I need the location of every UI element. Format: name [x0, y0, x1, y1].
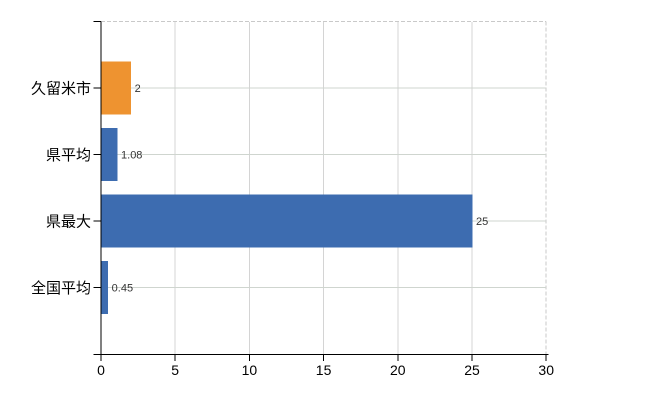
value-label-0: 2 [135, 83, 141, 95]
value-label-1: 1.08 [121, 149, 142, 161]
x-tick-label-0: 0 [97, 362, 105, 378]
category-label-0: 久留米市 [31, 80, 91, 97]
x-tick-label-25: 25 [464, 362, 480, 378]
category-label-1: 県平均 [46, 147, 91, 164]
bar-1 [101, 128, 118, 182]
value-label-3: 0.45 [112, 283, 133, 295]
x-tick-label-15: 15 [316, 362, 332, 378]
value-label-2: 25 [476, 216, 488, 228]
category-label-2: 県最大 [46, 213, 91, 230]
bar-3 [101, 261, 109, 315]
x-tick-label-10: 10 [242, 362, 258, 378]
x-tick-label-20: 20 [390, 362, 406, 378]
x-tick-label-5: 5 [171, 362, 179, 378]
category-label-3: 全国平均 [31, 279, 91, 297]
bar-2 [101, 194, 473, 248]
bar-0 [101, 61, 132, 115]
x-tick-label-30: 30 [538, 362, 554, 378]
